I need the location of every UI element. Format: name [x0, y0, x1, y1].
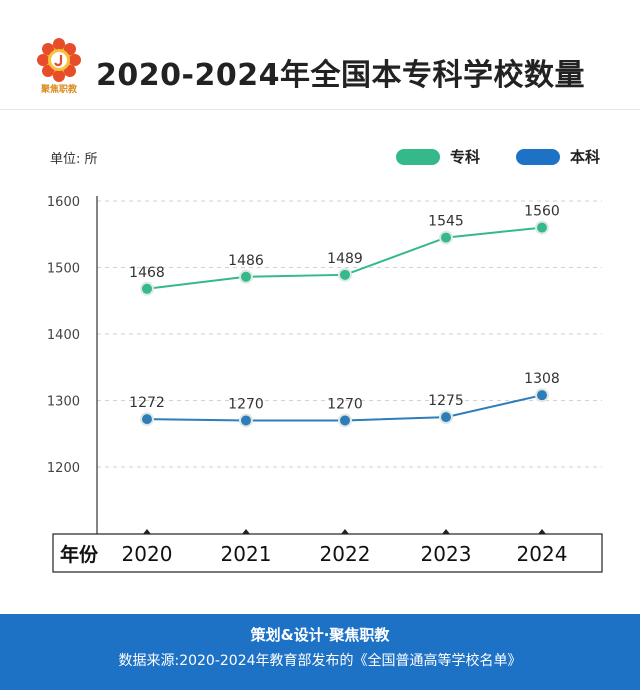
data-point: [140, 412, 154, 427]
x-tick-label: 2022: [320, 542, 371, 566]
data-label: 1275: [428, 393, 464, 409]
footer-source: 数据来源:2020-2024年教育部发布的《全国普通高等学校名单》: [118, 653, 522, 669]
data-point: [239, 269, 253, 284]
footer: 策划&设计·聚焦职教 数据来源:2020-2024年教育部发布的《全国普通高等学…: [0, 614, 640, 690]
y-tick-label: 1300: [47, 395, 80, 410]
header-divider: [0, 109, 640, 110]
y-tick-label: 1600: [47, 195, 80, 210]
legend-item-zhuanke: 专科: [396, 146, 480, 167]
legend-item-benke: 本科: [516, 146, 600, 167]
x-tick-label: 2023: [421, 542, 472, 566]
data-label: 1468: [129, 265, 165, 281]
flower-logo-icon: [37, 38, 81, 82]
x-tick-marker: [538, 529, 546, 534]
line-chart: 1200 1300 1400 1500 1600 年份 2020 2021 2022 2023 20…: [47, 195, 603, 573]
data-label: 1489: [327, 251, 363, 267]
data-label: 1272: [129, 395, 165, 411]
header: 聚焦职教 2020-2024年全国本专科学校数量: [0, 0, 640, 110]
logo: 聚焦职教: [32, 38, 86, 100]
data-point: [439, 230, 453, 245]
y-tick-label: 1200: [47, 461, 80, 476]
data-label: 1270: [228, 396, 264, 412]
x-tick-marker: [442, 529, 450, 534]
legend-swatch-benke: [516, 148, 560, 165]
x-axis-title: 年份: [60, 543, 99, 566]
data-point: [535, 388, 549, 403]
data-point: [338, 413, 352, 428]
data-point: [338, 267, 352, 282]
legend-label-zhuanke: 专科: [450, 148, 481, 166]
logo-text: 聚焦职教: [40, 85, 77, 95]
data-label: 1486: [228, 253, 264, 269]
data-label: 1270: [327, 396, 363, 412]
x-tick-marker: [143, 529, 151, 534]
x-tick-label: 2024: [517, 542, 568, 566]
data-point: [140, 281, 154, 296]
legend-label-benke: 本科: [570, 148, 601, 166]
unit-label: 单位: 所: [50, 152, 98, 167]
footer-credit: 策划&设计·聚焦职教: [250, 626, 390, 644]
x-tick-label: 2020: [122, 542, 173, 566]
y-tick-label: 1500: [47, 262, 80, 277]
data-label: 1560: [524, 204, 560, 220]
x-tick-marker: [242, 529, 250, 534]
x-tick-marker: [341, 529, 349, 534]
data-label: 1545: [428, 214, 464, 230]
page-title: 2020-2024年全国本专科学校数量: [96, 58, 585, 93]
x-tick-label: 2021: [221, 542, 272, 566]
data-point: [535, 220, 549, 235]
data-label: 1308: [524, 371, 560, 387]
y-tick-label: 1400: [47, 328, 80, 343]
data-point: [239, 413, 253, 428]
data-point: [439, 410, 453, 425]
x-axis-box: [52, 533, 603, 573]
legend-swatch-zhuanke: [396, 148, 440, 165]
